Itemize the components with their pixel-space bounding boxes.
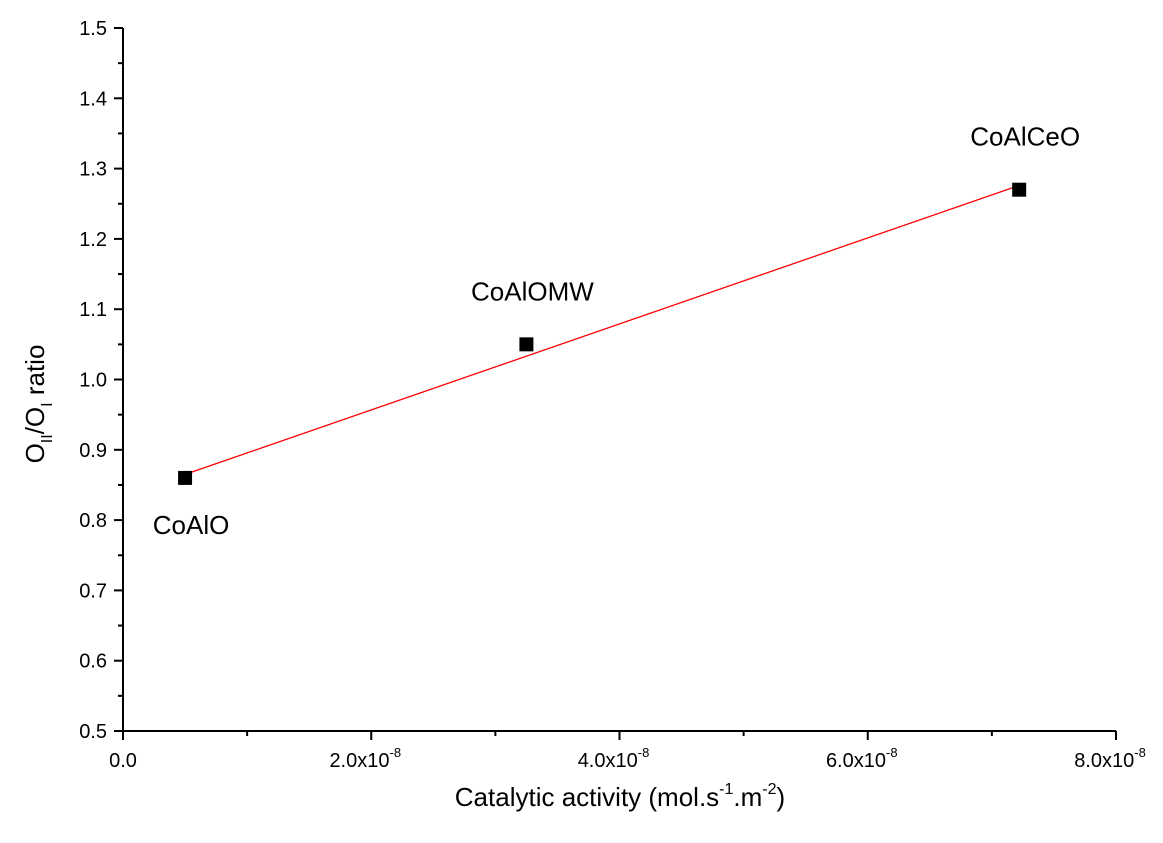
- x-tick-mantissa: 2.0x10: [329, 750, 389, 772]
- y-tick-label: 0.5: [79, 721, 107, 743]
- ticks: [114, 27, 1117, 740]
- x-title-exp2: -2: [762, 781, 776, 798]
- y-title-sub1: II: [39, 434, 56, 443]
- x-tick-mantissa: 8.0x10: [1074, 750, 1134, 772]
- x-tick-mantissa: 6.0x10: [826, 750, 886, 772]
- x-title-end: ): [777, 782, 786, 812]
- x-tick-exponent: -8: [390, 745, 402, 760]
- x-tick-label: 8.0x10-8: [1074, 745, 1146, 772]
- y-tick-label: 0.7: [79, 580, 107, 602]
- point-label-coalo: CoAlO: [153, 510, 230, 540]
- x-tick-label: 2.0x10-8: [329, 745, 401, 772]
- y-axis-title: OII/OI ratio: [20, 345, 56, 464]
- y-title-o: O: [20, 443, 50, 463]
- data-point-coalo: [178, 470, 193, 485]
- x-tick-mantissa: 4.0x10: [578, 750, 638, 772]
- x-title-main: Catalytic activity (mol.s: [455, 782, 719, 812]
- x-tick-label: 4.0x10-8: [578, 745, 650, 772]
- data-point-coalomw: [519, 337, 534, 352]
- y-title-sub2: I: [39, 402, 56, 406]
- x-tick-exponent: -8: [638, 745, 650, 760]
- point-label-coalomw: CoAlOMW: [471, 276, 594, 306]
- point-labels: CoAlO CoAlOMW CoAlCeO: [153, 122, 1080, 540]
- y-tick-label: 1.3: [79, 159, 107, 181]
- data-point-coalceo: [1012, 182, 1027, 197]
- y-tick-label: 1.4: [79, 88, 107, 110]
- x-tick-mantissa: 0.0: [109, 750, 137, 772]
- y-tick-label: 1.0: [79, 370, 107, 392]
- y-title-rest: ratio: [20, 345, 50, 403]
- data-points: [178, 182, 1027, 485]
- fit-line-group: [184, 184, 1020, 476]
- x-axis-title: Catalytic activity (mol.s-1.m-2): [455, 781, 785, 812]
- x-tick-label: 6.0x10-8: [826, 745, 898, 772]
- y-tick-label: 0.8: [79, 510, 107, 532]
- x-title-mid: .m: [733, 782, 762, 812]
- linear-fit-line: [184, 184, 1020, 476]
- x-tick-exponent: -8: [886, 745, 898, 760]
- axes: [122, 28, 1116, 732]
- y-tick-label: 1.5: [79, 18, 107, 40]
- x-tick-label: 0.0: [109, 750, 137, 772]
- y-tick-label: 0.6: [79, 651, 107, 673]
- tick-labels: 0.0 2.0x10-8 4.0x10-8 6.0x10-8 8.0x10-80.50.…: [79, 18, 1146, 772]
- x-tick-exponent: -8: [1134, 745, 1146, 760]
- point-label-coalceo: CoAlCeO: [970, 122, 1080, 152]
- x-title-exp1: -1: [719, 781, 733, 798]
- y-title-slash: /O: [20, 407, 50, 434]
- y-tick-label: 0.9: [79, 440, 107, 462]
- y-tick-label: 1.2: [79, 229, 107, 251]
- y-tick-label: 1.1: [79, 299, 107, 321]
